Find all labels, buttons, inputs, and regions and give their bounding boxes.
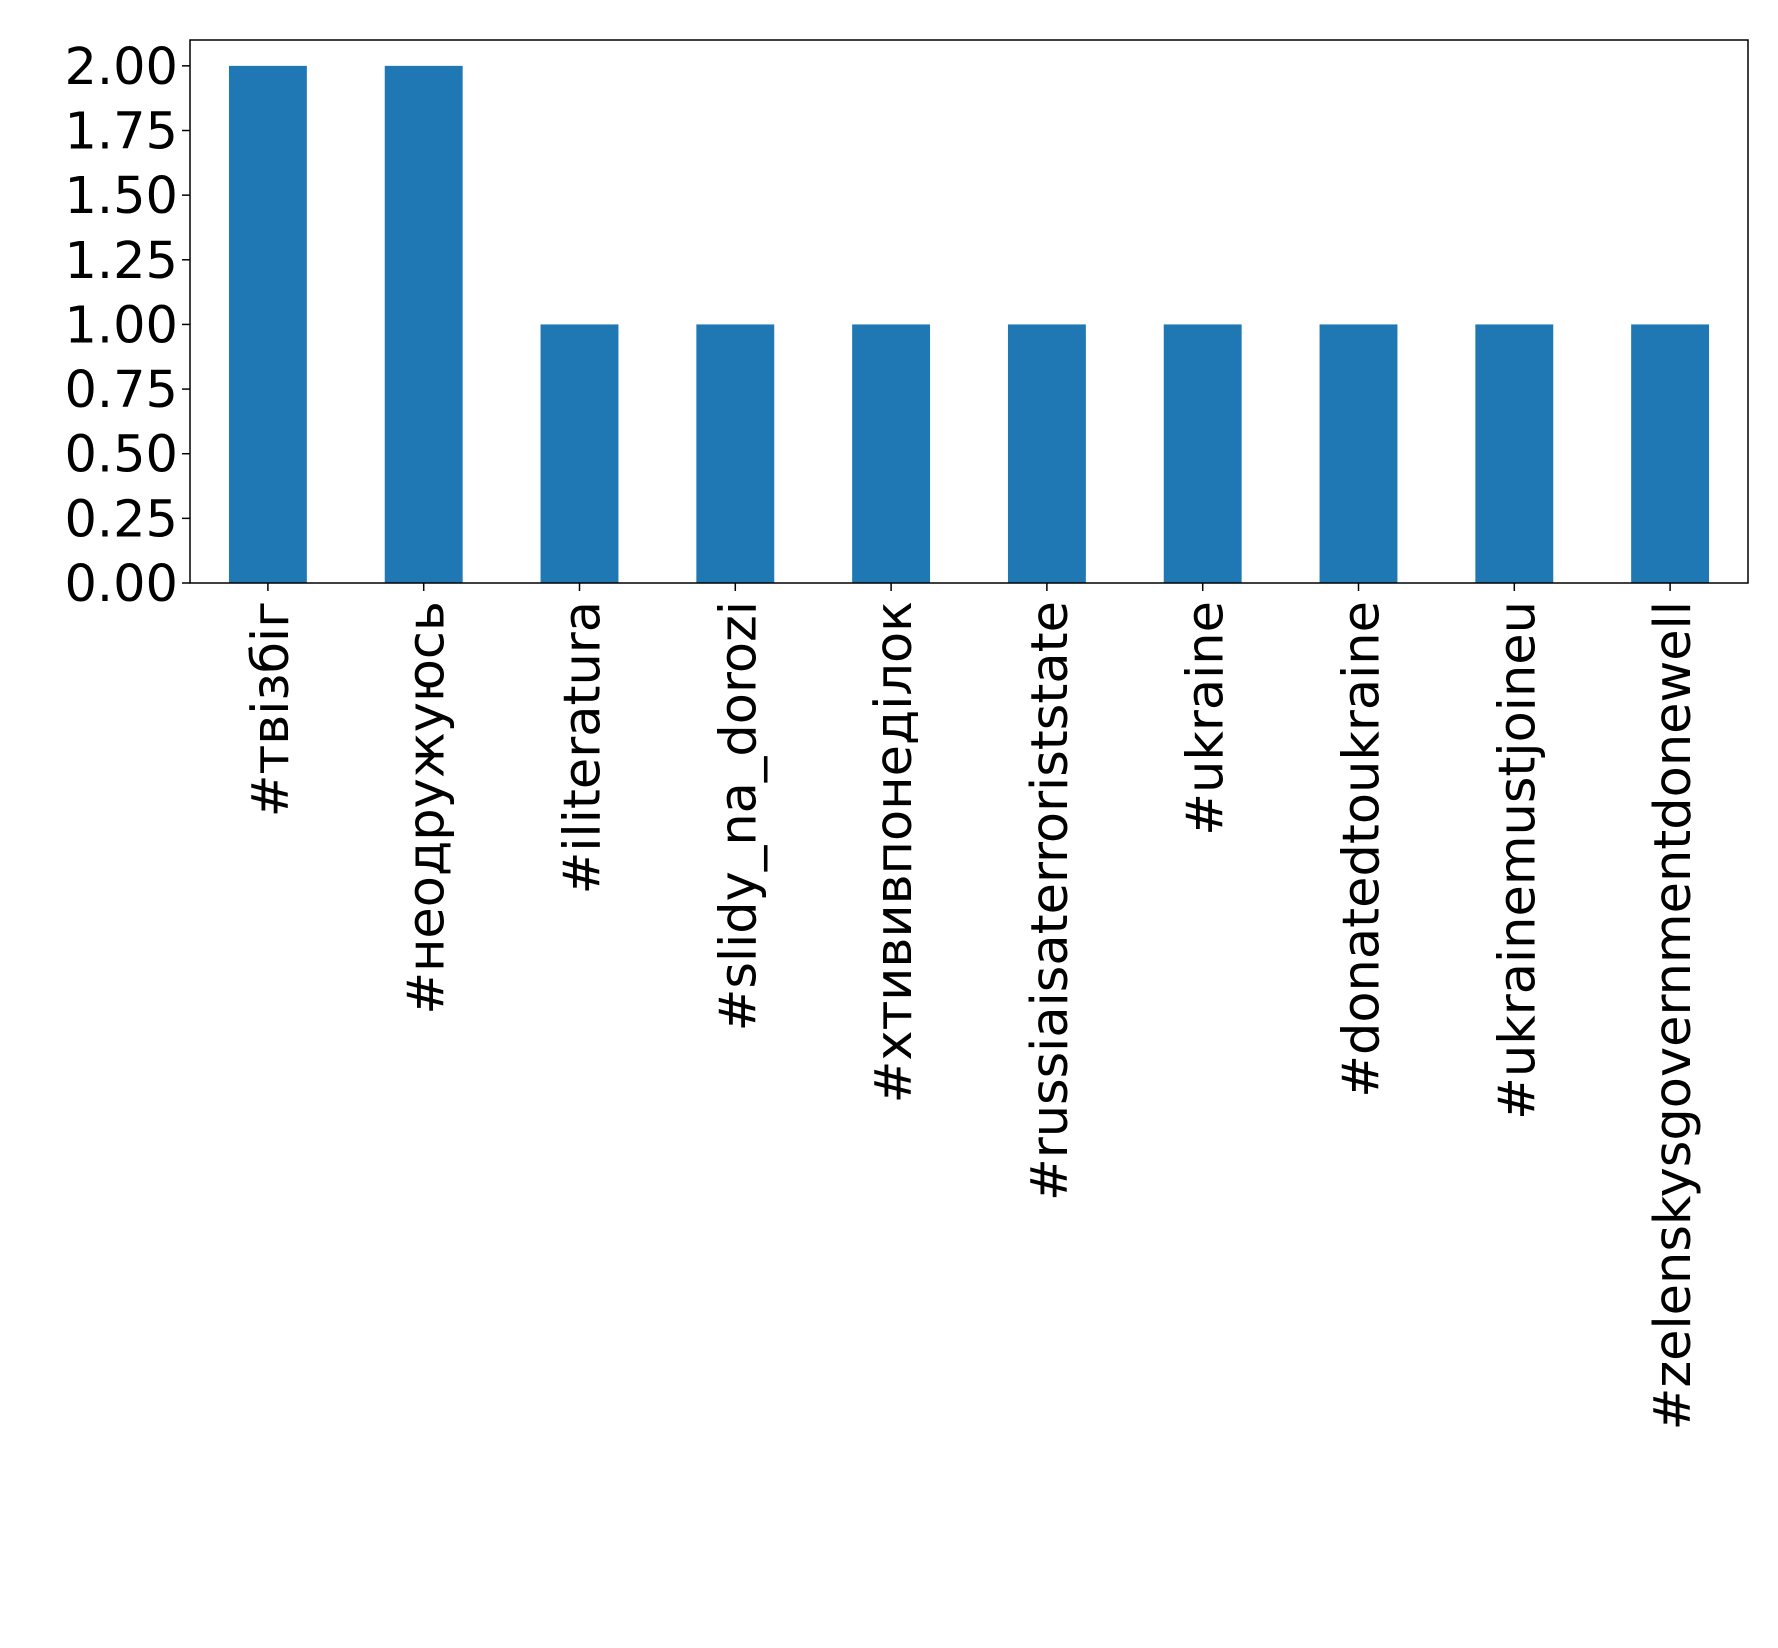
y-tick-label: 0.00 <box>64 555 178 614</box>
x-tick-label: #хтививпонеділок <box>865 601 924 1103</box>
x-axis: #твізбіг #неодружуюсь #iliteratura #slidy_n… <box>242 583 1703 1430</box>
bar-0 <box>228 65 307 584</box>
x-tick-label: #ukraine <box>1177 601 1236 836</box>
y-tick-label: 1.00 <box>64 296 178 355</box>
y-tick-label: 2.00 <box>64 38 178 97</box>
plot-frame <box>189 39 1749 584</box>
x-tick-label: #iliteratura <box>554 601 613 894</box>
x-tick-label: #zelenskysgovernmentdonewell <box>1644 601 1703 1430</box>
bars-layer <box>228 65 1710 584</box>
bar-3 <box>696 324 775 583</box>
x-tick-label: #ukrainemustjoineu <box>1488 601 1547 1120</box>
x-tick-label: #неодружуюсь <box>398 601 457 1015</box>
x-tick-label: #donatedtoukraine <box>1333 601 1392 1098</box>
x-tick-label: #твізбіг <box>242 601 301 817</box>
y-tick-label: 0.50 <box>64 426 178 485</box>
bar-6 <box>1163 324 1242 583</box>
bar-8 <box>1475 324 1554 583</box>
bar-2 <box>540 324 619 583</box>
y-tick-label: 1.75 <box>64 103 178 162</box>
y-tick-label: 0.75 <box>64 361 178 420</box>
y-tick-label: 0.25 <box>64 490 178 549</box>
y-tick-label: 1.50 <box>64 167 178 226</box>
y-axis: 0.00 0.250.50 0.75 1.001.25 1.501.75 2.00 <box>64 38 190 614</box>
x-tick-label: #russiaisaterroriststate <box>1021 601 1080 1201</box>
x-tick-label: #slidy_na_dorozi <box>709 601 768 1031</box>
bar-1 <box>384 65 463 584</box>
y-tick-label: 1.25 <box>64 232 178 291</box>
bar-7 <box>1319 324 1398 583</box>
bar-4 <box>852 324 931 583</box>
bar-9 <box>1631 324 1710 583</box>
bar-5 <box>1007 324 1086 583</box>
